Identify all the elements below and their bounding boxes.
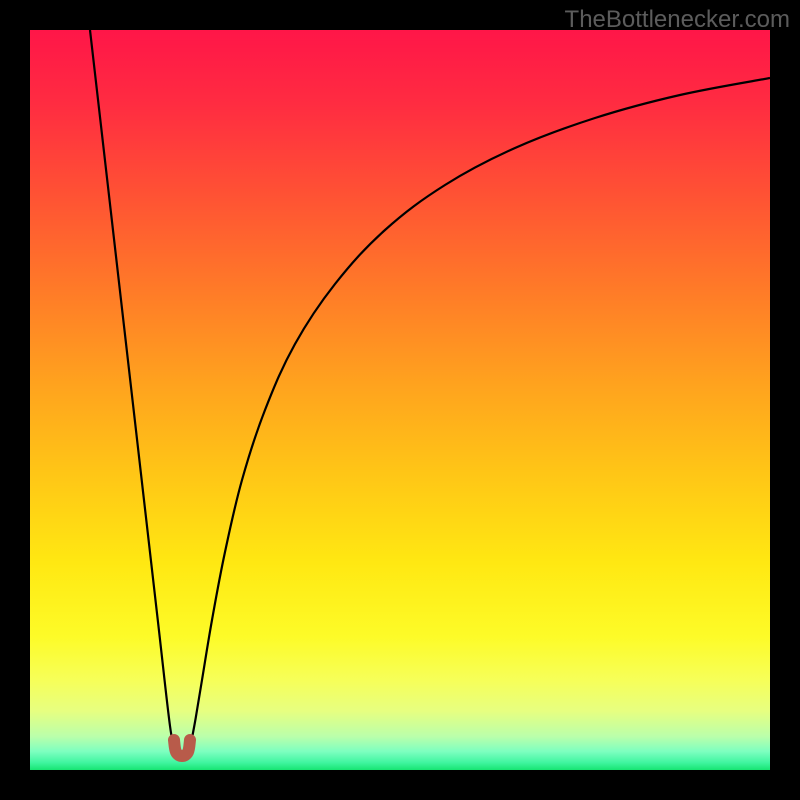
chart-container: TheBottlenecker.com — [0, 0, 800, 800]
bottleneck-plot — [0, 0, 800, 800]
watermark-text: TheBottlenecker.com — [565, 6, 790, 34]
